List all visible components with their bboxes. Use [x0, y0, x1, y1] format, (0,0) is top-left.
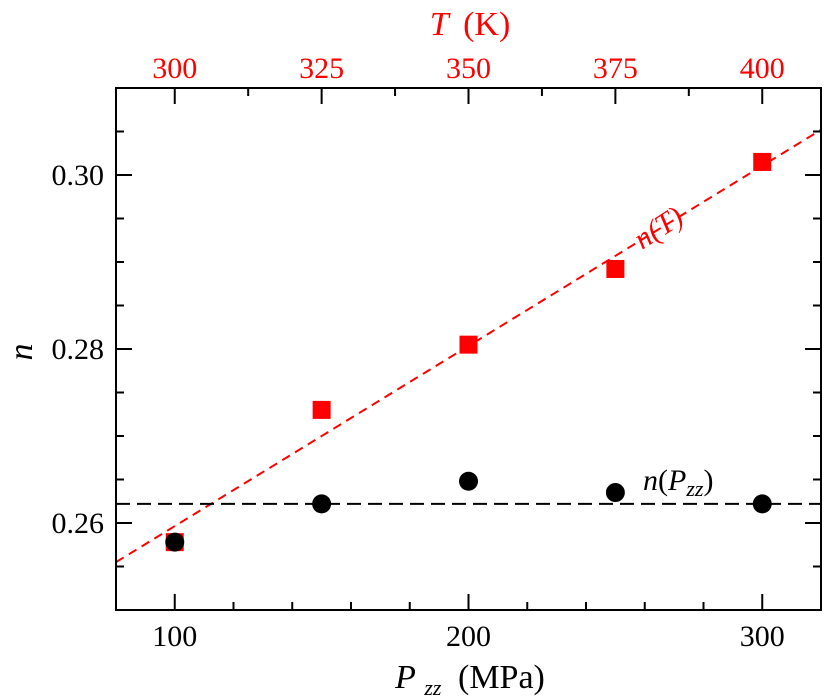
- bottom-axis-title-var: P: [394, 659, 416, 696]
- plot-frame: [115, 87, 822, 611]
- annotation-n-pzz-sub: zz: [685, 476, 704, 501]
- annotation-n-t: n(T): [628, 200, 689, 256]
- minor-ticks: [115, 87, 822, 611]
- top-axis-title-unit: (K): [463, 6, 510, 43]
- bottom-axis-title-sub: zz: [423, 675, 442, 700]
- bottom-tick-label: 100: [152, 620, 197, 653]
- temperature-square-point: [753, 152, 772, 171]
- temperature-square-point: [606, 259, 625, 278]
- y-tick-label: 0.26: [52, 507, 105, 540]
- top-axis-title: T (K): [430, 6, 511, 43]
- y-tick-label: 0.30: [52, 159, 105, 192]
- top-tick-label: 300: [152, 52, 197, 85]
- annotation-n-pzz-var: P: [667, 464, 686, 497]
- tick-labels: 100 200 300 300 325 350 375 400 0.26 0.28 0.30: [52, 52, 785, 653]
- top-tick-label: 400: [740, 52, 785, 85]
- y-tick-label: 0.28: [52, 333, 105, 366]
- y-axis-title: n: [3, 344, 40, 361]
- top-tick-label: 350: [446, 52, 491, 85]
- pressure-circle-point: [459, 471, 478, 491]
- temperature-square-point: [312, 400, 331, 419]
- bottom-axis-title-unit: (MPa): [458, 659, 545, 696]
- annotation-n-pzz-close: ): [703, 464, 713, 497]
- top-axis-title-var: T: [430, 6, 451, 43]
- top-tick-label: 375: [593, 52, 638, 85]
- bottom-axis-title: P zz (MPa): [394, 659, 545, 700]
- annotation-n-pzz-main: n: [643, 464, 658, 497]
- markers: [165, 152, 772, 552]
- annotation-n-pzz-open: (: [658, 464, 668, 497]
- major-ticks: [116, 88, 821, 610]
- temperature-square-point: [459, 335, 478, 354]
- pressure-circle-point: [165, 532, 185, 552]
- pressure-circle-point: [312, 494, 332, 514]
- pressure-circle-point: [605, 483, 625, 503]
- annotation-n-pzz: n(Pzz): [643, 464, 713, 501]
- bottom-tick-label: 200: [446, 620, 491, 653]
- pressure-circle-point: [752, 494, 772, 514]
- bottom-tick-label: 300: [740, 620, 785, 653]
- top-tick-label: 325: [299, 52, 344, 85]
